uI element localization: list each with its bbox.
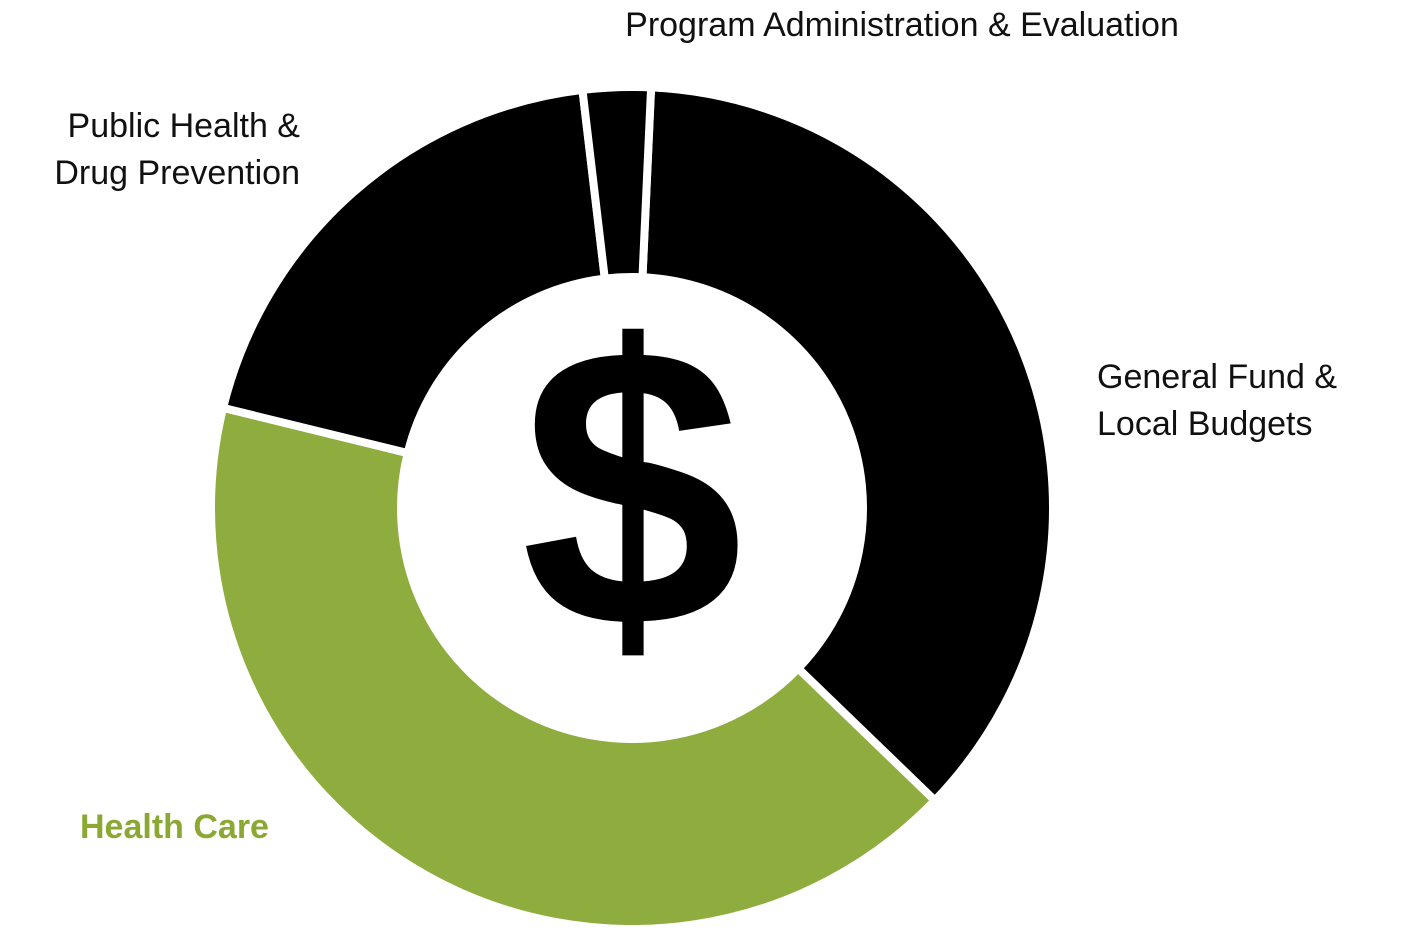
slice-label: General Fund & Local Budgets [1097,358,1337,443]
center-symbol: $ [521,264,743,711]
slice [218,85,610,458]
slice-label: Public Health & Drug Prevention [54,107,300,192]
slices [207,83,1057,930]
slice-label: Program Administration & Evaluation [625,6,1179,44]
slice [638,83,1057,807]
slice [578,83,656,284]
slice-label: Health Care [80,808,269,846]
